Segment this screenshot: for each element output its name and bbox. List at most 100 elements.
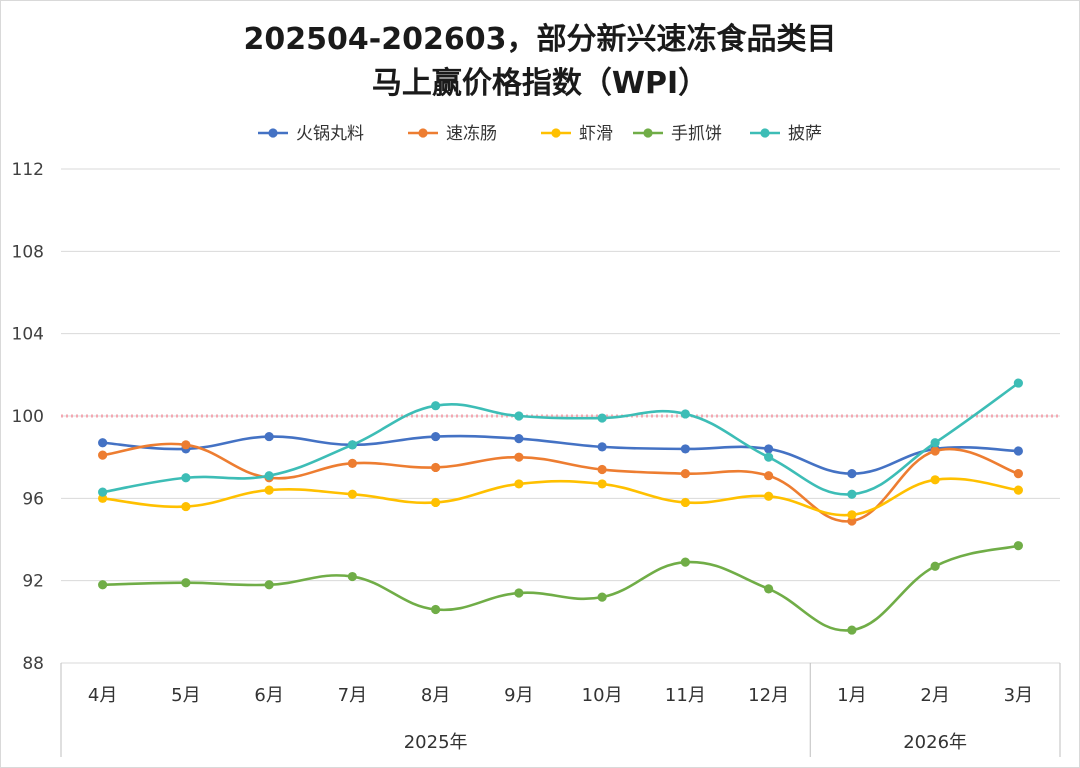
data-point xyxy=(431,462,441,473)
data-point xyxy=(431,604,441,615)
data-point xyxy=(597,464,607,475)
data-point xyxy=(930,561,940,571)
series-line xyxy=(102,382,1020,496)
data-point xyxy=(98,580,108,590)
x-tick-label: 12月 xyxy=(748,685,789,706)
x-tick-label: 4月 xyxy=(88,685,117,706)
data-point xyxy=(597,592,607,602)
data-point xyxy=(847,510,857,520)
data-point xyxy=(597,442,607,452)
y-axis-ticks: 88 92 96 100 104 108 112 xyxy=(12,160,44,674)
data-point xyxy=(930,438,940,448)
x-tick-label: 7月 xyxy=(338,685,367,706)
y-tick-label: 104 xyxy=(12,325,44,345)
series-line xyxy=(102,477,1019,517)
x-tick-label: 10月 xyxy=(582,685,623,706)
data-point xyxy=(847,489,857,499)
legend-marker xyxy=(760,128,770,138)
data-point xyxy=(98,438,108,448)
data-point xyxy=(347,571,357,582)
x-tick-label: 5月 xyxy=(171,685,200,706)
legend-label: 速冻肠 xyxy=(446,124,497,144)
data-point xyxy=(597,413,607,423)
data-point xyxy=(264,580,274,590)
series-line xyxy=(102,442,1019,523)
data-point xyxy=(347,458,357,468)
data-point xyxy=(514,588,524,598)
data-point xyxy=(98,487,108,497)
series-3 xyxy=(98,541,1023,635)
x-tick-label: 2月 xyxy=(920,685,949,706)
data-point xyxy=(431,401,441,411)
data-point xyxy=(764,491,774,501)
y-tick-label: 112 xyxy=(12,160,44,180)
legend-label: 虾滑 xyxy=(579,124,613,144)
data-point xyxy=(680,409,690,419)
data-point xyxy=(431,431,441,442)
data-point xyxy=(847,469,857,479)
data-point xyxy=(847,625,857,635)
data-point xyxy=(764,584,774,594)
legend-marker xyxy=(268,128,278,138)
series-line xyxy=(102,434,1019,475)
legend: 火锅丸料 速冻肠 虾滑 手抓饼 披萨 xyxy=(258,124,822,144)
data-point xyxy=(680,444,690,454)
legend-label: 披萨 xyxy=(788,124,822,144)
x-axis: 4月 5月 6月 7月 8月 9月 10月 11月 12月 1月 2月 3月 2025年 2026年 xyxy=(60,663,1061,757)
data-point xyxy=(264,485,274,495)
data-point xyxy=(680,469,690,479)
series-lines xyxy=(98,378,1023,635)
year-group-label: 2026年 xyxy=(903,732,967,753)
x-tick-label: 9月 xyxy=(504,685,533,706)
y-tick-label: 88 xyxy=(22,654,44,674)
series-2 xyxy=(98,475,1023,520)
data-point xyxy=(1013,378,1023,388)
data-point xyxy=(514,411,524,421)
y-tick-label: 100 xyxy=(12,407,44,427)
data-point xyxy=(347,440,357,450)
series-0 xyxy=(98,431,1023,479)
x-tick-label: 11月 xyxy=(665,685,706,706)
y-tick-label: 108 xyxy=(12,242,44,262)
data-point xyxy=(347,489,357,499)
series-line xyxy=(102,544,1019,632)
chart-title-line-1: 202504-202603，部分新兴速冻食品类目 xyxy=(244,22,837,57)
data-point xyxy=(431,497,441,508)
y-tick-label: 96 xyxy=(22,489,44,509)
data-point xyxy=(181,473,191,483)
x-tick-label: 1月 xyxy=(837,685,866,706)
data-point xyxy=(264,471,274,481)
x-tick-label: 3月 xyxy=(1004,685,1033,706)
data-point xyxy=(514,452,524,462)
data-point xyxy=(930,475,940,485)
data-point xyxy=(764,452,774,462)
data-point xyxy=(181,501,191,512)
data-point xyxy=(181,440,191,450)
data-point xyxy=(264,431,274,442)
data-point xyxy=(680,497,690,508)
legend-marker xyxy=(418,128,428,138)
data-point xyxy=(764,471,774,481)
y-tick-label: 92 xyxy=(22,572,44,592)
x-tick-label: 8月 xyxy=(421,685,450,706)
legend-marker xyxy=(551,128,561,138)
gridlines xyxy=(61,168,1060,664)
data-point xyxy=(181,578,191,588)
data-point xyxy=(98,450,108,460)
chart-title-line-2: 马上赢价格指数（WPI） xyxy=(372,66,708,101)
data-point xyxy=(514,434,524,444)
data-point xyxy=(1013,469,1023,479)
data-point xyxy=(764,444,774,454)
data-point xyxy=(597,479,607,489)
data-point xyxy=(514,479,524,489)
x-tick-label: 6月 xyxy=(254,685,283,706)
data-point xyxy=(1013,446,1023,456)
data-point xyxy=(680,557,690,567)
year-group-label: 2025年 xyxy=(404,732,468,753)
data-point xyxy=(1013,541,1023,551)
legend-label: 火锅丸料 xyxy=(296,124,364,144)
legend-label: 手抓饼 xyxy=(671,124,722,144)
data-point xyxy=(1013,485,1023,495)
